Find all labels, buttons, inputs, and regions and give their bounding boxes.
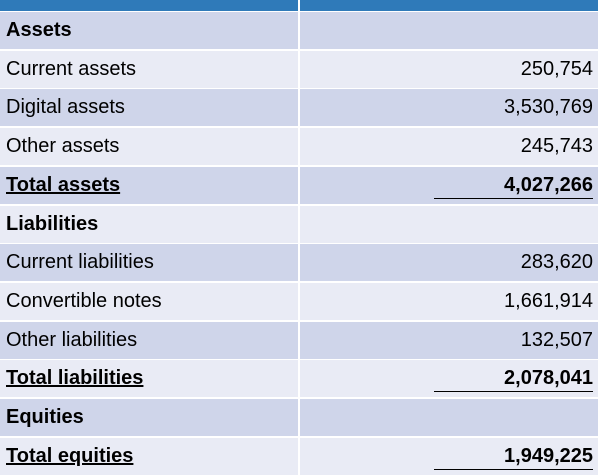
value-cell: 1,661,914 [300,282,598,320]
total-value: 2,078,041 [434,365,593,393]
value-cell: 2,078,041 [300,360,598,398]
header-cell: $ in Thousands [300,0,598,11]
total-label: Total assets [0,166,298,204]
header-cell: 6/4/2021 [0,0,298,11]
value-cell: 4,027,266 [300,166,598,204]
value-cell: 132,507 [300,321,598,359]
item-label: Digital assets [0,89,298,127]
item-label: Current liabilities [0,244,298,282]
value-cell [300,399,598,436]
heading-label: Liabilities [0,205,298,243]
value-cell: 283,620 [300,244,598,282]
item-label: Current assets [0,50,298,88]
heading-label: Equities [0,399,298,436]
value-cell [300,12,598,49]
total-value: 1,949,225 [434,443,593,470]
total-label: Total liabilities [0,360,298,398]
item-label: Other assets [0,128,298,166]
value-cell [300,205,598,243]
total-value: 4,027,266 [434,172,593,199]
total-label: Total equities [0,437,298,475]
value-cell: 250,754 [300,50,598,88]
item-label: Convertible notes [0,282,298,320]
value-cell: 3,530,769 [300,89,598,127]
heading-label: Assets [0,12,298,49]
value-cell: 1,949,225 [300,437,598,475]
value-cell: 245,743 [300,128,598,166]
item-label: Other liabilities [0,321,298,359]
